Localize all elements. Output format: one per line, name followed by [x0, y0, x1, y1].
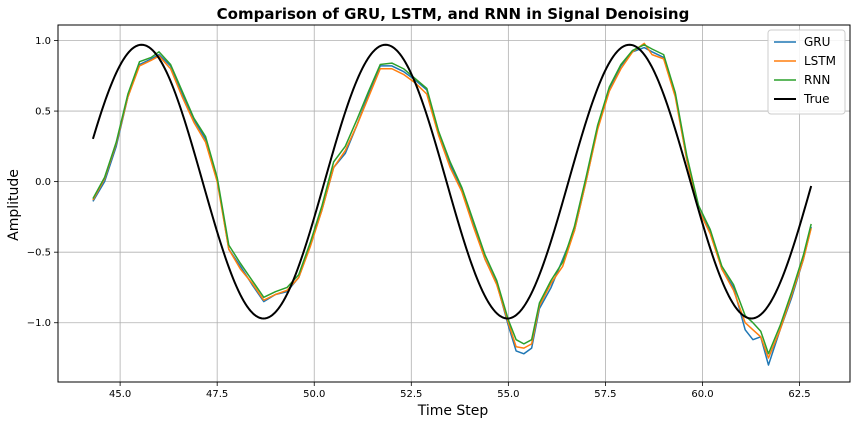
series-line-gru [92, 46, 812, 366]
y-tick-label: 0.5 [35, 107, 51, 118]
x-tick-label: 47.5 [206, 389, 228, 400]
y-axis-label: Amplitude [6, 169, 22, 241]
legend-label-lstm: LSTM [804, 54, 836, 68]
series-line-true [91, 43, 813, 320]
series-line-rnn [92, 44, 812, 355]
x-tick-label: 57.5 [594, 389, 616, 400]
x-tick-label: 60.0 [691, 389, 713, 400]
legend-label-gru: GRU [804, 35, 830, 49]
legend-label-true: True [803, 92, 830, 106]
y-tick-label: −1.0 [27, 318, 51, 329]
series-lines [91, 42, 813, 366]
x-tick-label: 62.5 [788, 389, 810, 400]
plot-area-frame [57, 24, 851, 383]
x-tick-label: 52.5 [400, 389, 422, 400]
legend-label-rnn: RNN [804, 73, 830, 87]
legend: GRU LSTM RNN True [767, 29, 846, 115]
x-tick-label: 50.0 [303, 389, 325, 400]
chart-title: Comparison of GRU, LSTM, and RNN in Sign… [217, 5, 690, 23]
x-tick-label: 55.0 [497, 389, 519, 400]
x-axis-label: Time Step [417, 403, 489, 419]
legend-box [767, 29, 846, 115]
y-tick-label: 1.0 [35, 36, 51, 47]
y-tick-label: −0.5 [27, 248, 51, 259]
axis-ticks: 45.0 47.5 50.0 52.5 55.0 57.5 60.0 62.5 −1.0 −0.5… [27, 36, 811, 400]
y-tick-label: 0.0 [35, 177, 51, 188]
x-tick-label: 45.0 [109, 389, 131, 400]
